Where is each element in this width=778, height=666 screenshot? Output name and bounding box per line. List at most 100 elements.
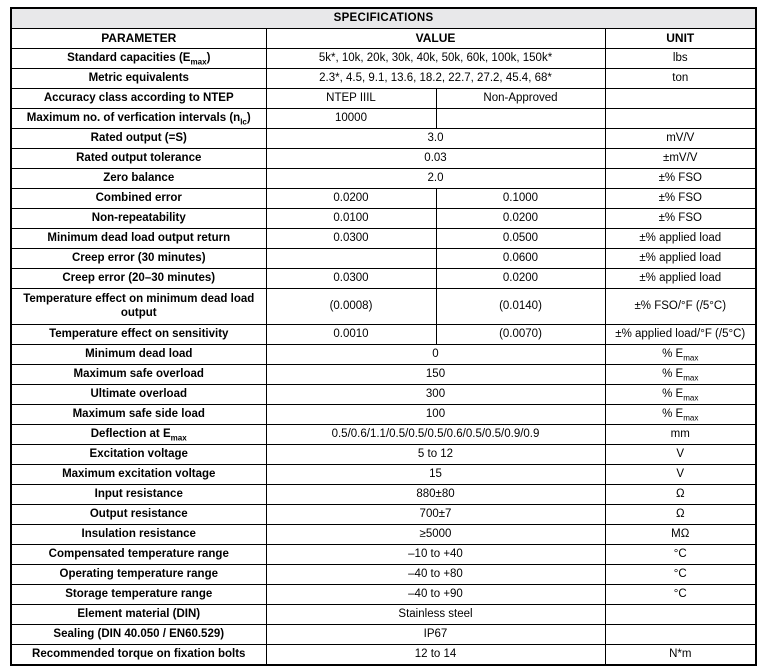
value-cell-right [435, 108, 606, 129]
unit-cell: Ω [604, 504, 757, 525]
table-row: Standard capacities (Emax) 5k*, 10k, 20k,… [10, 48, 757, 69]
table-row: Temperature effect on sensitivity 0.0010(… [10, 324, 757, 345]
value-cell: –40 to +80 [265, 564, 606, 585]
value-cell-left: 10000 [265, 108, 437, 129]
table-row: Creep error (20–30 minutes) 0.0300 0.0200 ±… [10, 268, 757, 289]
param-cell: Operating temperature range [10, 564, 267, 585]
value-cell: 2.3*, 4.5, 9.1, 13.6, 18.2, 22.7, 27.2, … [265, 68, 606, 89]
param-cell: Ultimate overload [10, 384, 267, 405]
table-row: Combined error 0.0200 0.1000 ±% FSO [10, 188, 757, 209]
table-row: Sealing (DIN 40.050 / EN60.529) IP67 [10, 624, 757, 645]
param-cell: Maximum excitation voltage [10, 464, 267, 485]
unit-cell: ±% FSO/°F (/5°C) [604, 288, 757, 325]
table-row: Maximum safe side load 100% Emax [10, 404, 757, 425]
param-cell: Compensated temperature range [10, 544, 267, 565]
param-cell: Maximum safe side load [10, 404, 267, 425]
unit-cell: ±% applied load [604, 268, 757, 289]
value-cell-left: 0.0300 [265, 228, 437, 249]
param-cell: Maximum safe overload [10, 364, 267, 385]
unit-cell: mV/V [604, 128, 757, 149]
table-row: Minimum dead load 0% Emax [10, 344, 757, 365]
param-cell: Creep error (20–30 minutes) [10, 268, 267, 289]
table-row: Operating temperature range –40 to +80 °C [10, 564, 757, 585]
value-cell-left: 0.0100 [265, 208, 437, 229]
header-row: PARAMETER VALUE UNIT [10, 28, 757, 49]
table-row: Recommended torque on fixation bolts 12 t… [10, 644, 757, 666]
unit-cell [604, 88, 757, 109]
value-cell: 0 [265, 344, 606, 365]
table-row: Storage temperature range –40 to +90 °C [10, 584, 757, 605]
unit-cell: N*m [604, 644, 757, 666]
param-cell: Recommended torque on fixation bolts [10, 644, 267, 666]
table-row: Compensated temperature range –10 to +40 °… [10, 544, 757, 565]
value-cell: 150 [265, 364, 606, 385]
unit-cell [604, 108, 757, 129]
unit-cell: mm [604, 424, 757, 445]
title-row: SPECIFICATIONS [10, 7, 757, 29]
unit-cell: MΩ [604, 524, 757, 545]
param-cell: Rated output (=S) [10, 128, 267, 149]
param-cell: Metric equivalents [10, 68, 267, 89]
unit-cell: % Emax [604, 344, 757, 365]
unit-cell: % Emax [604, 364, 757, 385]
unit-cell: ±% FSO [604, 168, 757, 189]
param-cell: Minimum dead load [10, 344, 267, 365]
value-cell-right: 0.0200 [435, 268, 606, 289]
value-cell: 5k*, 10k, 20k, 30k, 40k, 50k, 60k, 100k,… [265, 48, 606, 69]
table-row: Temperature effect on minimum dead load … [10, 288, 757, 325]
value-cell: –10 to +40 [265, 544, 606, 565]
value-cell-left: 0.0010 [265, 324, 437, 345]
param-cell: Combined error [10, 188, 267, 209]
unit-cell: % Emax [604, 384, 757, 405]
table-row: Element material (DIN) Stainless steel [10, 604, 757, 625]
value-cell-left [265, 248, 437, 269]
unit-cell: Ω [604, 484, 757, 505]
unit-cell: ±% FSO [604, 188, 757, 209]
param-cell: Insulation resistance [10, 524, 267, 545]
unit-cell [604, 604, 757, 625]
table-row: Maximum safe overload 150% Emax [10, 364, 757, 385]
value-cell: 300 [265, 384, 606, 405]
value-cell: Stainless steel [265, 604, 606, 625]
unit-cell: ±% applied load/°F (/5°C) [604, 324, 757, 345]
param-cell: Storage temperature range [10, 584, 267, 605]
table-row: Non-repeatability 0.0100 0.0200 ±% FSO [10, 208, 757, 229]
unit-cell: ±mV/V [604, 148, 757, 169]
unit-cell: lbs [604, 48, 757, 69]
table-row: Output resistance 700±7 Ω [10, 504, 757, 525]
param-cell: Element material (DIN) [10, 604, 267, 625]
param-cell: Temperature effect on sensitivity [10, 324, 267, 345]
table-row: Zero balance 2.0 ±% FSO [10, 168, 757, 189]
param-cell: Deflection at Emax [10, 424, 267, 445]
table-row: Input resistance 880±80 Ω [10, 484, 757, 505]
param-cell: Maximum no. of verfication intervals (nl… [10, 108, 267, 129]
value-cell: 880±80 [265, 484, 606, 505]
value-cell: 0.5/0.6/1.1/0.5/0.5/0.5/0.6/0.5/0.5/0.9/… [265, 424, 606, 445]
value-cell: ≥5000 [265, 524, 606, 545]
unit-cell: ton [604, 68, 757, 89]
table-row: Deflection at Emax 0.5/0.6/1.1/0.5/0.5/0.… [10, 424, 757, 445]
table-row: Maximum no. of verfication intervals (nl… [10, 108, 757, 129]
column-header-value: VALUE [265, 28, 606, 49]
specifications-table: SPECIFICATIONS PARAMETER VALUE UNIT Stan… [10, 7, 758, 666]
param-cell: Excitation voltage [10, 444, 267, 465]
unit-cell: ±% applied load [604, 248, 757, 269]
table-row: Minimum dead load output return 0.0300 0.0… [10, 228, 757, 249]
value-cell-right: 0.0600 [435, 248, 606, 269]
value-cell-left: 0.0200 [265, 188, 437, 209]
unit-cell: % Emax [604, 404, 757, 425]
value-cell-right: 0.0200 [435, 208, 606, 229]
table-row: Accuracy class according to NTEP NTEP III… [10, 88, 757, 109]
value-cell: 3.0 [265, 128, 606, 149]
value-cell: –40 to +90 [265, 584, 606, 605]
param-cell: Minimum dead load output return [10, 228, 267, 249]
param-cell: Rated output tolerance [10, 148, 267, 169]
value-cell: 15 [265, 464, 606, 485]
unit-cell: °C [604, 584, 757, 605]
value-cell-right: 0.0500 [435, 228, 606, 249]
table-row: Ultimate overload 300% Emax [10, 384, 757, 405]
unit-cell: °C [604, 544, 757, 565]
table-row: Creep error (30 minutes) 0.0600 ±% applied… [10, 248, 757, 269]
spec-table-body: Standard capacities (Emax) 5k*, 10k, 20k,… [10, 48, 757, 666]
unit-cell [604, 624, 757, 645]
